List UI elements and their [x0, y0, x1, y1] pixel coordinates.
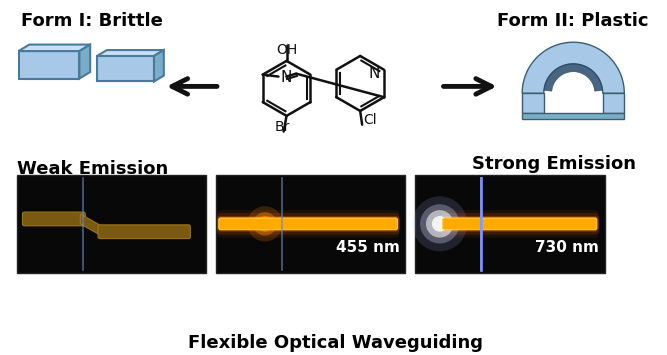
Circle shape	[253, 212, 277, 236]
Text: Form I: Brittle: Form I: Brittle	[21, 12, 163, 30]
Polygon shape	[19, 51, 79, 78]
Circle shape	[247, 206, 283, 241]
Bar	[17, 175, 206, 273]
Text: Weak Emission: Weak Emission	[17, 160, 168, 178]
FancyBboxPatch shape	[98, 225, 190, 239]
Polygon shape	[97, 50, 164, 56]
Text: Br: Br	[275, 120, 290, 133]
Text: Strong Emission: Strong Emission	[472, 155, 636, 173]
Circle shape	[412, 196, 467, 251]
Polygon shape	[80, 214, 103, 237]
FancyBboxPatch shape	[441, 210, 599, 237]
Circle shape	[426, 210, 454, 237]
Text: Cl: Cl	[363, 113, 377, 127]
Polygon shape	[522, 93, 544, 113]
Polygon shape	[522, 113, 624, 119]
Text: 455 nm: 455 nm	[336, 240, 400, 255]
FancyBboxPatch shape	[217, 216, 400, 232]
FancyBboxPatch shape	[443, 218, 597, 230]
Text: Form II: Plastic: Form II: Plastic	[498, 12, 649, 30]
Polygon shape	[79, 45, 90, 78]
FancyBboxPatch shape	[219, 218, 398, 230]
Polygon shape	[603, 93, 624, 113]
Text: OH: OH	[276, 43, 297, 57]
FancyBboxPatch shape	[441, 213, 599, 235]
Text: N: N	[280, 70, 291, 85]
Text: 730 nm: 730 nm	[535, 240, 599, 255]
FancyBboxPatch shape	[23, 212, 85, 226]
Bar	[216, 175, 406, 273]
Polygon shape	[97, 56, 154, 82]
Polygon shape	[19, 45, 90, 51]
Circle shape	[432, 216, 448, 232]
Text: N: N	[369, 66, 380, 81]
Circle shape	[420, 204, 460, 244]
Text: Flexible Optical Waveguiding: Flexible Optical Waveguiding	[188, 334, 483, 352]
Polygon shape	[544, 64, 602, 91]
Polygon shape	[522, 42, 624, 93]
FancyBboxPatch shape	[217, 210, 400, 237]
FancyBboxPatch shape	[217, 213, 400, 235]
Circle shape	[257, 216, 273, 232]
Bar	[415, 175, 605, 273]
Polygon shape	[154, 50, 164, 82]
FancyBboxPatch shape	[441, 216, 599, 232]
